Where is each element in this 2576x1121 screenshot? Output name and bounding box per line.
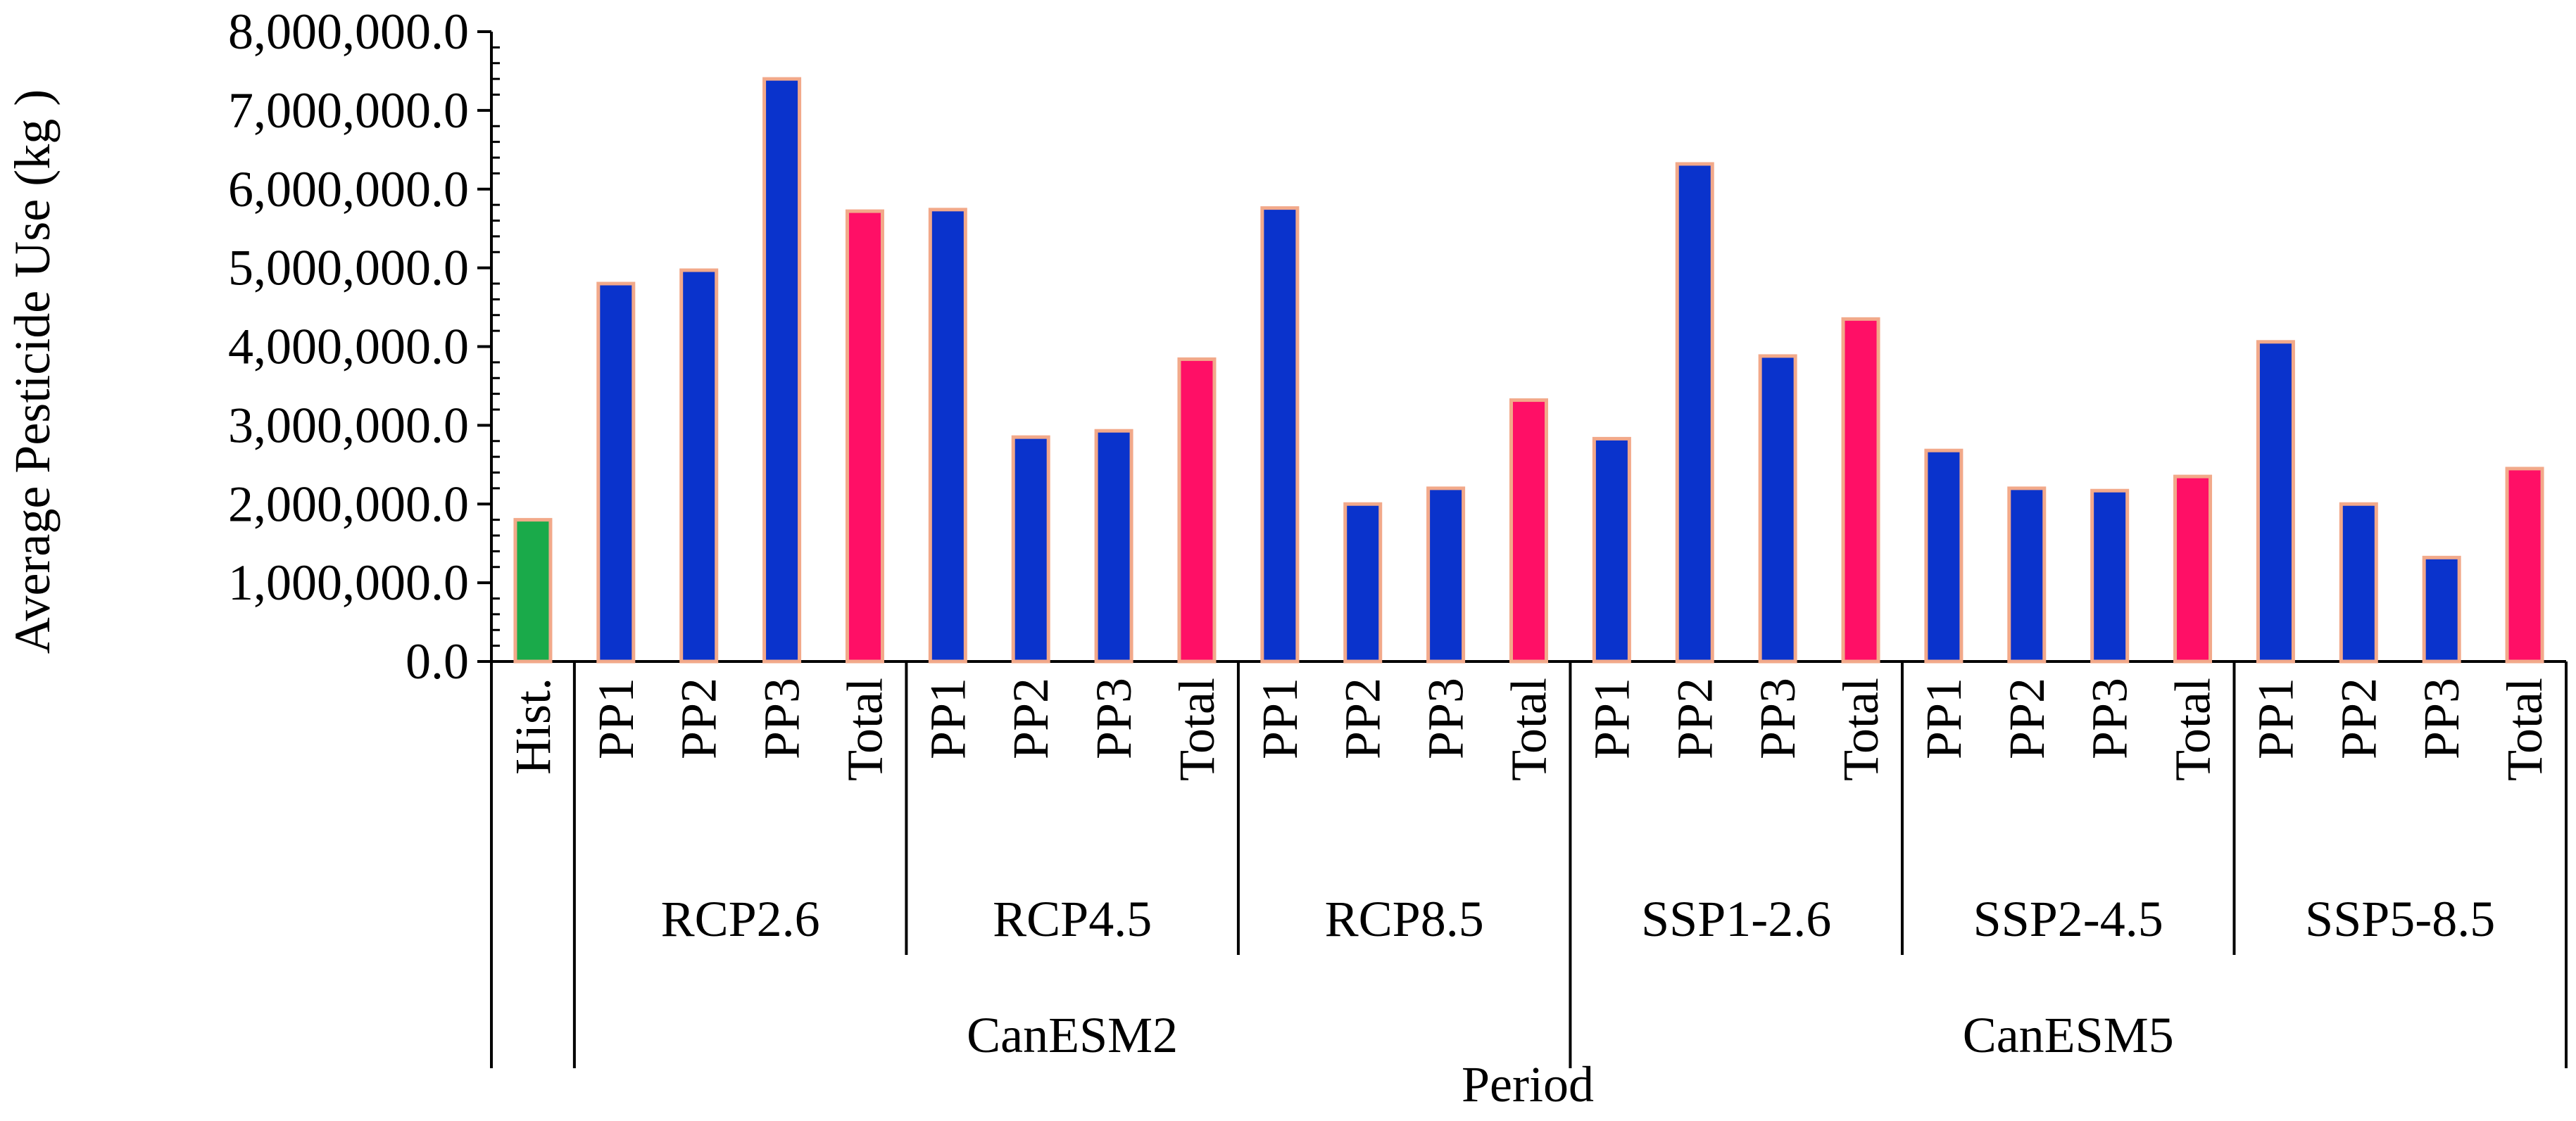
bar-ssp5-85-pp2 [2339,502,2378,664]
bar-rcp45-pp2 [1011,435,1050,664]
x-category-label: PP1 [2247,678,2304,759]
y-tick-label: 2,000,000.0 [228,476,469,532]
bar-ssp5-85-pp1 [2256,340,2295,664]
x-category-label: PP1 [588,678,644,759]
bar-ssp1-26-pp3 [1758,354,1797,664]
bar-rcp85-pp2 [1343,502,1383,664]
x-category-label: PP3 [2082,678,2138,759]
x-category-label: PP3 [1749,678,1806,759]
model-label: CanESM2 [967,1007,1178,1063]
scenario-label: SSP1-2.6 [1641,891,1831,947]
x-category-label: PP2 [1666,678,1723,759]
x-category-label: PP2 [1999,678,2055,759]
x-axis-title: Period [1462,1056,1594,1113]
bar-ssp2-45-pp1 [1924,448,1964,664]
y-axis-title: Average Pesticide Use (kg ) [4,89,61,654]
y-tick-label: 3,000,000.0 [228,397,469,453]
y-tick-label: 0.0 [406,633,469,690]
x-category-label: Hist. [505,678,561,775]
x-category-label: Total [1501,678,1557,781]
bar-rcp26-pp2 [679,268,719,664]
x-category-label: PP2 [671,678,727,759]
scenario-label: RCP8.5 [1325,891,1484,947]
x-category-label: PP1 [1583,678,1640,759]
bar-rcp26-pp3 [762,77,802,664]
x-category-label: PP3 [754,678,810,759]
y-tick-label: 4,000,000.0 [228,319,469,375]
x-category-label: Total [2165,678,2221,781]
x-category-label: PP3 [1086,678,1142,759]
scenario-label: RCP2.6 [661,891,820,947]
bar-rcp26-pp1 [596,281,636,664]
x-category-label: PP2 [2330,678,2387,759]
bar-rcp85-total [1509,398,1548,664]
x-category-label: PP2 [1335,678,1391,759]
x-category-label: Total [1169,678,1225,781]
x-category-label: PP2 [1003,678,1059,759]
x-category-label: PP1 [1916,678,1972,759]
bar-ssp1-26-pp1 [1592,436,1631,664]
y-tick-label: 1,000,000.0 [228,555,469,611]
x-category-label: Total [1833,678,1889,781]
y-tick-label: 8,000,000.0 [228,4,469,60]
bar-ssp1-26-total [1841,317,1880,664]
bar-rcp85-pp3 [1426,486,1466,664]
bar-ssp1-26-pp2 [1675,162,1714,664]
bar-ssp2-45-total [2173,474,2213,664]
bar-ssp5-85-pp3 [2422,555,2461,664]
y-tick-label: 6,000,000.0 [228,161,469,217]
x-category-label: Total [836,678,893,781]
bar-rcp85-pp1 [1260,206,1300,664]
x-category-label: PP3 [2413,678,2470,759]
model-label: CanESM5 [1963,1007,2174,1063]
bar-rcp45-pp1 [928,208,967,664]
bar-rcp26-total [845,209,884,664]
x-category-label: PP1 [919,678,976,759]
bar-ssp2-45-pp2 [2007,486,2047,664]
x-category-label: Total [2496,678,2553,781]
bar-rcp45-pp3 [1094,429,1133,664]
bar-hist [513,518,553,664]
bars-layer [513,77,2544,664]
scenario-label: SSP5-8.5 [2305,891,2495,947]
axes-layer [477,30,2568,1068]
y-tick-label: 5,000,000.0 [228,240,469,296]
x-category-label: PP3 [1418,678,1474,759]
bar-ssp2-45-pp3 [2090,488,2130,664]
y-tick-label: 7,000,000.0 [228,82,469,139]
scenario-label: RCP4.5 [993,891,1152,947]
bar-ssp5-85-total [2505,467,2544,664]
bar-rcp45-total [1177,357,1217,664]
scenario-label: SSP2-4.5 [1973,891,2163,947]
labels-layer: 0.0 1,000,000.0 2,000,000.0 3,000,000.0 4,00… [228,4,2553,1063]
x-category-label: PP1 [1252,678,1308,759]
